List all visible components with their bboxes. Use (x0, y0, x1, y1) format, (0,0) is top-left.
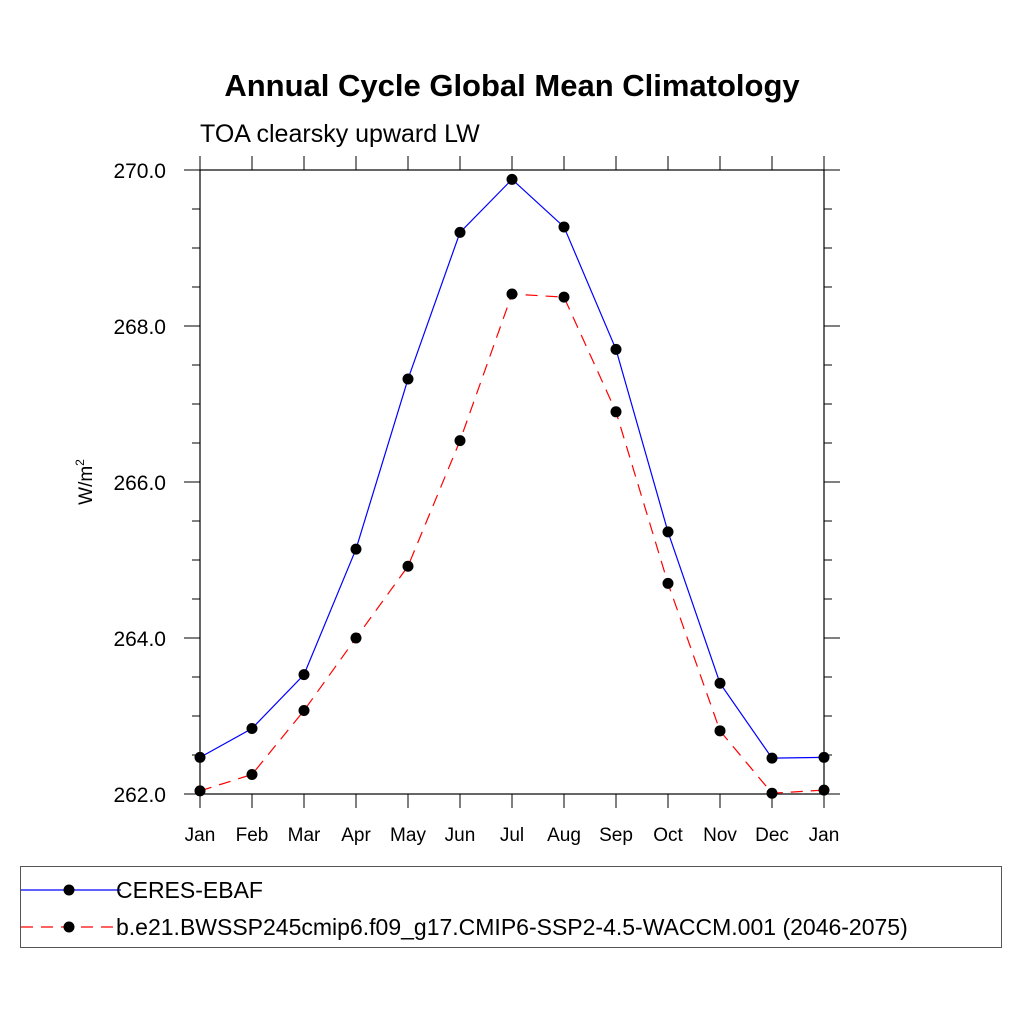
x-tick-label: Aug (547, 825, 581, 846)
data-point-series1 (246, 769, 258, 780)
data-point-series0 (194, 751, 206, 763)
x-tick-label: Nov (703, 825, 737, 846)
legend-markers (21, 884, 121, 933)
y-tick-label: 266.0 (113, 472, 166, 495)
data-point-series1 (454, 435, 466, 447)
data-point-series0 (402, 373, 414, 385)
data-point-series0 (610, 343, 622, 355)
x-tick-label: Apr (341, 825, 371, 846)
x-tick-label: May (390, 825, 426, 846)
data-point-series0 (298, 669, 310, 681)
x-tick-label: Mar (288, 825, 321, 846)
x-tick-label: Jan (809, 825, 840, 846)
data-point-series1 (662, 577, 674, 589)
points-layer (194, 173, 830, 799)
y-axis-label: W/m2 (73, 459, 97, 505)
x-tick-label: Oct (653, 825, 683, 846)
x-tick-label: Jan (185, 825, 216, 846)
data-point-series0 (506, 173, 518, 185)
data-point-series0 (454, 226, 466, 238)
legend: CERES-EBAF b.e21.BWSSP245cmip6.f09_g17.C… (20, 866, 1002, 948)
series-line-0 (199, 178, 825, 759)
data-point-series1 (194, 785, 206, 797)
data-point-series1 (558, 291, 570, 303)
series-layer (199, 178, 825, 794)
data-point-series0 (766, 752, 778, 764)
y-tick-label: 268.0 (113, 316, 166, 339)
chart-title: Annual Cycle Global Mean Climatology (224, 68, 800, 103)
data-point-series1 (610, 406, 622, 418)
data-point-series0 (818, 751, 830, 763)
legend-marker-ceres (63, 884, 75, 896)
axes-layer: 262.0 264.0 266.0 268.0 270.0 Jan Feb Mar Apr May… (73, 156, 840, 846)
x-tick-label: Dec (755, 825, 789, 846)
x-tick-label: Jun (445, 825, 476, 846)
legend-label-ceres: CERES-EBAF (116, 877, 263, 903)
data-point-series0 (350, 543, 362, 555)
data-point-series1 (350, 632, 362, 644)
data-point-series1 (402, 560, 414, 572)
plot-frame (199, 169, 825, 795)
x-tick-label: Sep (599, 825, 633, 846)
chart-subtitle: TOA clearsky upward LW (200, 120, 480, 148)
data-point-series1 (818, 784, 830, 796)
data-point-series1 (298, 705, 310, 717)
data-point-series1 (506, 288, 518, 300)
x-tick-label: Jul (500, 825, 524, 846)
data-point-series0 (558, 221, 570, 233)
data-point-series0 (246, 722, 258, 734)
data-point-series0 (714, 677, 726, 689)
legend-marker-model (63, 921, 75, 933)
series-line-1 (199, 293, 825, 794)
y-tick-label: 270.0 (113, 160, 166, 183)
data-point-series0 (662, 526, 674, 538)
data-point-series1 (766, 787, 778, 799)
data-point-series1 (714, 725, 726, 737)
legend-label-model: b.e21.BWSSP245cmip6.f09_g17.CMIP6-SSP2-4… (116, 914, 908, 940)
y-tick-label: 262.0 (113, 784, 166, 807)
x-tick-label: Feb (236, 825, 269, 846)
y-tick-label: 264.0 (113, 628, 166, 651)
